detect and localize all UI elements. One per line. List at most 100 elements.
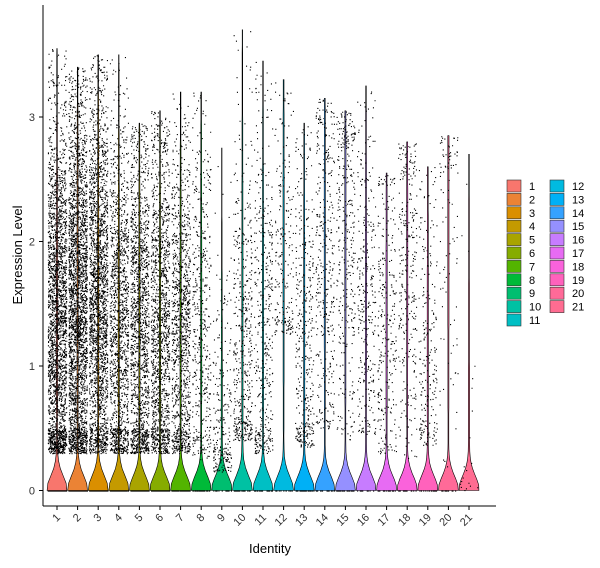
legend-label-2: 2 xyxy=(529,194,535,206)
x-tick-label: 9 xyxy=(215,512,228,525)
legend-swatch-6 xyxy=(506,246,522,260)
x-tick-label: 15 xyxy=(334,512,351,529)
legend-label-14: 14 xyxy=(572,208,584,220)
dot-cloud-15 xyxy=(336,111,356,492)
x-tick-label: 6 xyxy=(153,512,166,525)
violin-19 xyxy=(417,166,439,491)
x-tick-label: 19 xyxy=(417,512,434,529)
plot-area xyxy=(46,29,480,492)
dots-13 xyxy=(295,126,315,492)
dot-cloud-19 xyxy=(418,167,438,492)
legend-label-21: 21 xyxy=(572,302,584,314)
legend-label-20: 20 xyxy=(572,288,584,300)
dots-15 xyxy=(336,111,356,492)
violin-9 xyxy=(211,147,233,491)
legend-swatch-11 xyxy=(506,313,522,327)
dots-2 xyxy=(68,67,88,492)
x-tick-label: 5 xyxy=(133,512,146,525)
legend-label-8: 8 xyxy=(529,275,535,287)
legend-swatch-14 xyxy=(549,206,565,220)
dot-cloud-3 xyxy=(88,55,109,492)
legend-label-12: 12 xyxy=(572,181,584,193)
x-axis-title: Identity xyxy=(249,541,291,556)
y-tick-label: 3 xyxy=(29,112,35,124)
x-tick-label: 4 xyxy=(112,512,125,525)
legend-label-18: 18 xyxy=(572,261,584,273)
legend-swatch-5 xyxy=(506,233,522,246)
x-tick-label: 10 xyxy=(231,512,248,529)
dots-5 xyxy=(130,123,150,492)
violin-16 xyxy=(355,85,377,491)
x-tick-label: 7 xyxy=(174,512,187,525)
x-tick-label: 17 xyxy=(376,512,393,529)
dot-cloud-16 xyxy=(356,91,377,492)
violin-17 xyxy=(376,172,397,491)
x-tick-label: 1 xyxy=(50,512,63,525)
violin-10 xyxy=(232,29,253,491)
violin-21 xyxy=(458,154,480,491)
legend-label-9: 9 xyxy=(529,288,535,300)
dot-cloud-10 xyxy=(233,31,253,492)
legend-swatch-1 xyxy=(506,179,522,193)
legend-swatch-18 xyxy=(549,260,565,273)
legend-swatch-16 xyxy=(549,233,565,246)
x-tick-label: 11 xyxy=(253,512,270,529)
legend-label-19: 19 xyxy=(572,275,584,287)
legend-swatch-19 xyxy=(549,273,565,287)
x-tick-label: 2 xyxy=(71,512,84,525)
x-tick-label: 8 xyxy=(195,512,208,525)
dot-cloud-7 xyxy=(171,93,191,492)
x-tick-label: 14 xyxy=(314,512,331,529)
violin-20 xyxy=(438,135,459,491)
dot-cloud-9 xyxy=(212,166,233,492)
legend-label-7: 7 xyxy=(529,261,535,273)
dots-6 xyxy=(150,111,171,492)
y-tick-label: 0 xyxy=(29,486,35,498)
x-tick-label: 18 xyxy=(396,512,413,529)
legend-label-16: 16 xyxy=(572,235,584,247)
legend-label-17: 17 xyxy=(572,248,584,260)
violin-14 xyxy=(314,98,336,491)
legend-label-13: 13 xyxy=(572,194,584,206)
legend-label-1: 1 xyxy=(529,181,535,193)
y-tick-label: 1 xyxy=(29,361,35,373)
x-tick-label: 20 xyxy=(437,512,454,529)
dots-4 xyxy=(109,57,130,492)
x-tick-label: 3 xyxy=(92,512,105,525)
dots-9 xyxy=(212,166,233,492)
violin-8 xyxy=(190,91,212,491)
legend-swatch-17 xyxy=(549,246,565,260)
dot-cloud-1 xyxy=(47,49,68,492)
x-tick-label: 13 xyxy=(293,512,310,529)
dot-cloud-11 xyxy=(253,61,274,492)
legend-swatch-2 xyxy=(506,193,522,206)
dots-16 xyxy=(356,91,377,492)
legend-label-3: 3 xyxy=(529,208,535,220)
dot-cloud-2 xyxy=(68,67,88,492)
legend-swatch-10 xyxy=(506,300,522,313)
legend-swatch-8 xyxy=(506,273,522,287)
violin-13 xyxy=(293,122,315,491)
dots-11 xyxy=(253,61,274,492)
x-tick-label: 12 xyxy=(273,512,290,529)
violin-12 xyxy=(273,79,294,491)
dots-19 xyxy=(418,167,438,492)
dots-7 xyxy=(171,93,191,492)
dot-cloud-8 xyxy=(192,92,212,492)
legend-label-5: 5 xyxy=(529,235,535,247)
dots-3 xyxy=(88,55,109,492)
legend-swatch-3 xyxy=(506,206,522,220)
y-axis-title: Expression Level xyxy=(10,205,25,304)
dots-1 xyxy=(47,49,68,492)
legend-label-11: 11 xyxy=(529,315,540,327)
violin-15 xyxy=(335,110,356,491)
y-tick-label: 2 xyxy=(29,237,35,249)
legend-swatch-13 xyxy=(549,193,565,206)
dot-cloud-4 xyxy=(109,57,130,492)
legend-label-6: 6 xyxy=(529,248,535,260)
dots-8 xyxy=(192,92,212,492)
legend-label-15: 15 xyxy=(572,221,584,233)
x-tick-label: 21 xyxy=(458,512,475,529)
dot-cloud-13 xyxy=(295,126,315,492)
